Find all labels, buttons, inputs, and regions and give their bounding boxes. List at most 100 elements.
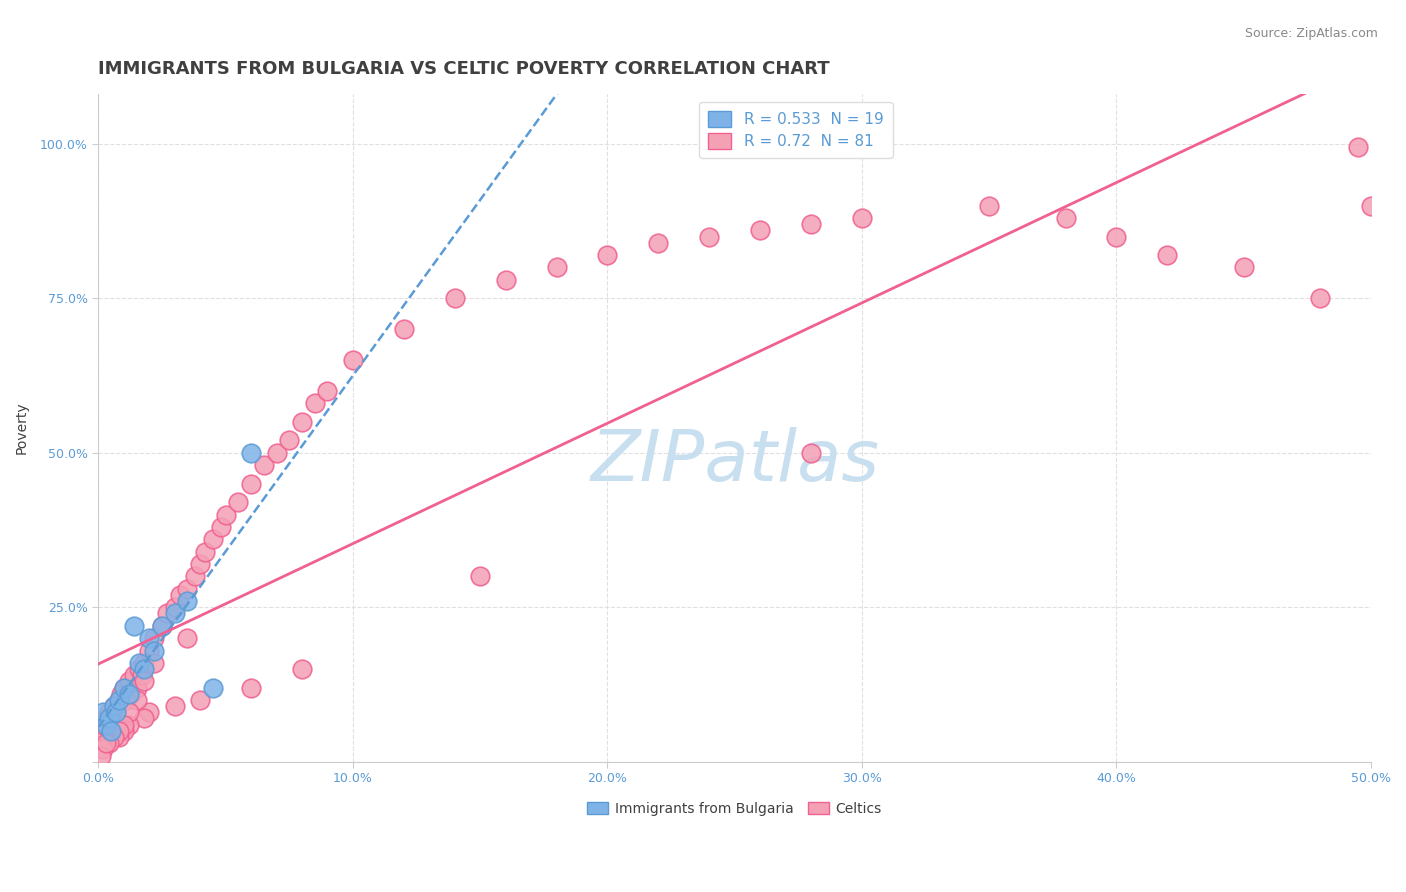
Point [105,706,128,720]
Point [103,699,125,714]
Point [125,693,148,707]
Point [122,619,145,633]
Point [253,458,276,472]
Point [90,748,112,763]
Point [112,723,135,738]
Point [138,706,160,720]
Point [112,681,135,695]
Point [596,248,619,262]
Point [134,656,156,670]
Point [240,681,263,695]
Point [103,730,125,744]
Point [138,631,160,645]
Point [134,674,156,689]
Point [128,656,150,670]
Point [176,631,198,645]
Point [103,699,125,714]
Point [97,706,120,720]
Point [342,353,364,368]
Point [107,693,129,707]
Point [470,569,492,583]
Point [150,619,173,633]
Point [112,717,135,731]
Point [1156,248,1178,262]
Point [291,415,314,429]
Point [107,730,129,744]
Point [209,520,232,534]
Point [176,594,198,608]
Point [392,322,415,336]
Point [94,717,117,731]
Point [138,643,160,657]
Y-axis label: Poverty: Poverty [15,401,30,454]
Point [100,723,122,738]
Point [443,291,465,305]
Point [125,681,148,695]
Point [800,446,823,460]
Point [118,706,141,720]
Point [495,273,517,287]
Point [131,668,153,682]
Point [800,217,823,231]
Point [93,717,115,731]
Point [122,668,145,682]
Point [97,736,120,750]
Point [105,706,128,720]
Point [291,662,314,676]
Point [176,582,198,596]
Point [201,681,224,695]
Point [278,434,301,448]
Point [156,607,179,621]
Point [1347,140,1369,154]
Point [188,557,211,571]
Point [94,711,117,725]
Point [184,569,207,583]
Legend: Immigrants from Bulgaria, Celtics: Immigrants from Bulgaria, Celtics [582,797,887,822]
Point [107,693,129,707]
Point [188,693,211,707]
Point [1360,199,1382,213]
Text: IMMIGRANTS FROM BULGARIA VS CELTIC POVERTY CORRELATION CHART: IMMIGRANTS FROM BULGARIA VS CELTIC POVER… [98,60,830,78]
Point [118,717,141,731]
Point [749,223,772,237]
Point [100,723,122,738]
Point [546,260,568,275]
Point [697,229,720,244]
Point [240,446,263,460]
Point [304,396,326,410]
Point [90,723,112,738]
Point [163,699,186,714]
Point [851,211,873,225]
Point [979,199,1001,213]
Point [169,588,191,602]
Point [97,711,120,725]
Point [214,508,236,522]
Point [143,643,166,657]
Point [110,687,132,701]
Point [240,476,263,491]
Point [112,681,135,695]
Point [107,723,129,738]
Point [163,600,186,615]
Point [115,693,138,707]
Point [316,384,339,398]
Point [150,619,173,633]
Point [118,687,141,701]
Point [134,662,156,676]
Point [118,674,141,689]
Point [194,544,217,558]
Point [1054,211,1077,225]
Point [201,533,224,547]
Point [134,711,156,725]
Point [128,662,150,676]
Point [163,607,186,621]
Point [143,656,166,670]
Point [1233,260,1256,275]
Point [121,687,143,701]
Point [647,235,669,250]
Text: ZIPatlas: ZIPatlas [591,427,879,496]
Point [228,495,250,509]
Point [1105,229,1128,244]
Text: Source: ZipAtlas.com: Source: ZipAtlas.com [1244,27,1378,40]
Point [1309,291,1331,305]
